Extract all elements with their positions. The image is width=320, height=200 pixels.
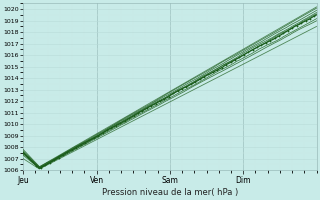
X-axis label: Pression niveau de la mer( hPa ): Pression niveau de la mer( hPa ) xyxy=(102,188,238,197)
